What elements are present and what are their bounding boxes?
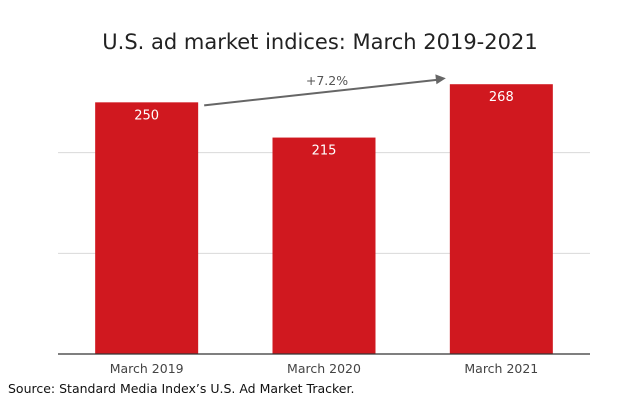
bar-value-label: 268 <box>489 90 514 105</box>
bar <box>449 84 553 355</box>
bar-value-label: 250 <box>134 108 159 123</box>
bar <box>95 102 199 354</box>
source-note: Source: Standard Media Index’s U.S. Ad M… <box>8 381 355 396</box>
bar <box>272 137 376 354</box>
annotation-label: +7.2% <box>306 73 348 88</box>
annotation-arrow-line <box>204 78 438 107</box>
chart-title: U.S. ad market indices: March 2019-2021 <box>102 30 538 54</box>
x-tick-label: March 2021 <box>464 361 538 376</box>
x-tick-label: March 2020 <box>287 361 361 376</box>
x-tick-label: March 2019 <box>110 361 184 376</box>
bar-value-label: 215 <box>312 144 337 159</box>
annotation-arrowhead <box>435 74 446 85</box>
